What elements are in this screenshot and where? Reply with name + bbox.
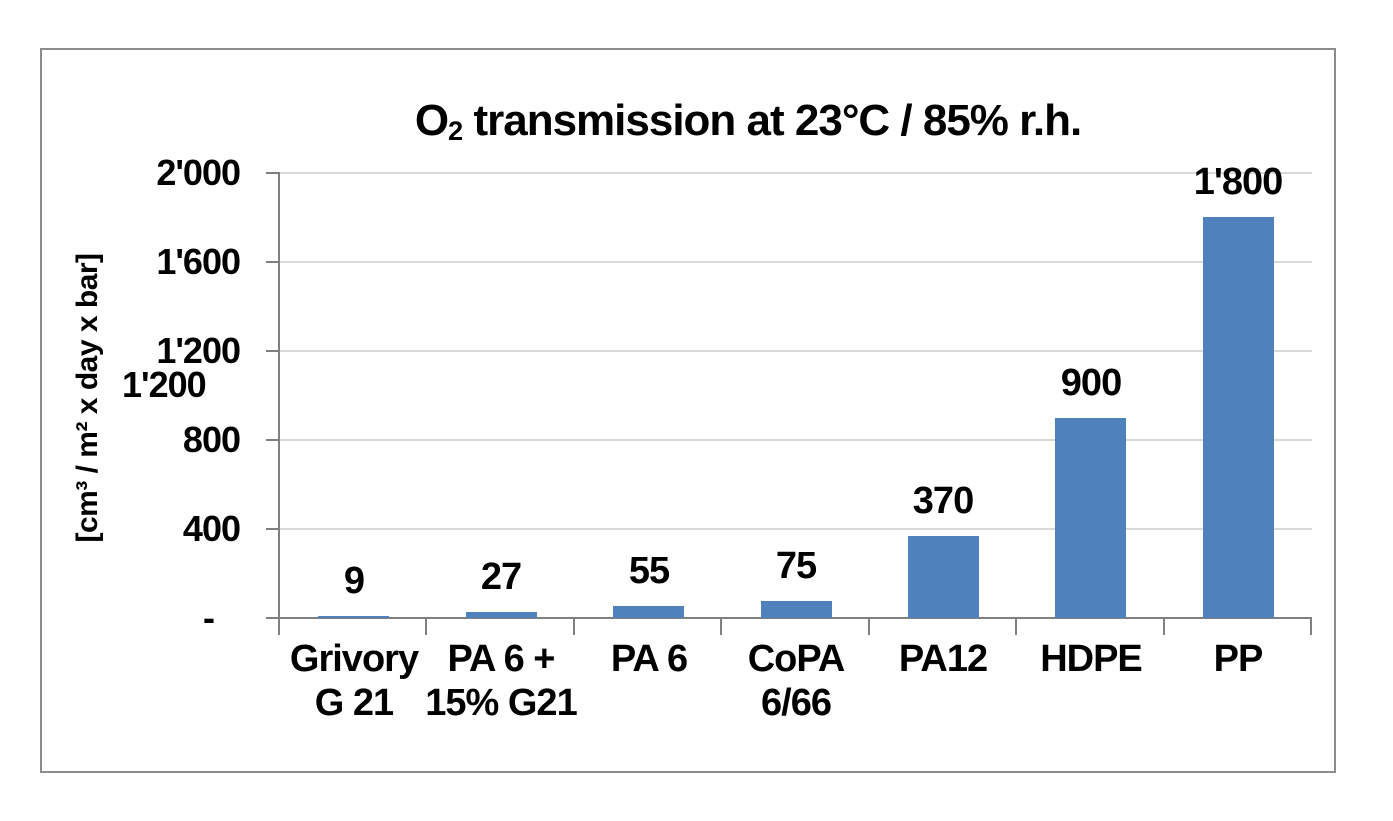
data-label: 9 xyxy=(343,560,365,602)
x-axis-tick xyxy=(425,617,427,635)
y-tick-label: 1'600 xyxy=(156,241,241,282)
x-axis-tick xyxy=(278,617,280,635)
bar-pa-6-15-g21 xyxy=(466,612,537,618)
gridline xyxy=(280,528,1312,530)
data-label: 1'800 xyxy=(1193,161,1284,203)
category-label: PP xyxy=(1213,638,1264,680)
y-tick-label: 2'000 xyxy=(156,152,241,193)
y-tick-label: 400 xyxy=(182,508,241,549)
y-axis-tick xyxy=(266,617,280,619)
chart-title: O2 transmission at 23°C / 85% r.h. xyxy=(160,96,1336,146)
x-axis-tick xyxy=(573,617,575,635)
bar-copa-6-66 xyxy=(761,601,832,618)
data-label: 27 xyxy=(480,556,522,598)
bar-pp xyxy=(1203,217,1274,618)
chart-title-prefix: O xyxy=(414,96,449,145)
y-axis-tick xyxy=(266,528,280,530)
gridline xyxy=(280,261,1312,263)
y-axis-title: [cm³ / m² x day x bar] xyxy=(71,253,104,543)
category-label: HDPE xyxy=(1040,638,1143,680)
y-axis-tick xyxy=(266,172,280,174)
y-axis-line xyxy=(278,172,280,635)
bar-pa-6 xyxy=(613,606,684,618)
duplicate-ytick-label: 1'200 xyxy=(122,364,207,405)
y-tick-label: 1'200 xyxy=(156,330,241,371)
bar-grivory-g-21 xyxy=(318,616,389,618)
category-label: PA 6 + 15% G21 xyxy=(425,638,577,724)
data-label: 75 xyxy=(775,545,817,587)
x-axis-tick xyxy=(1015,617,1017,635)
category-label: PA12 xyxy=(898,638,988,680)
x-axis-tick xyxy=(1310,617,1312,635)
data-label: 900 xyxy=(1060,362,1122,404)
category-label: CoPA 6/66 xyxy=(747,638,846,724)
gridline xyxy=(280,172,1312,174)
y-tick-label: - xyxy=(203,597,215,638)
data-label: 370 xyxy=(912,480,974,522)
chart-title-rest: transmission at 23°C / 85% r.h. xyxy=(462,96,1082,145)
category-label: PA 6 xyxy=(610,638,688,680)
x-axis-tick xyxy=(868,617,870,635)
chart-title-subscript: 2 xyxy=(448,114,463,146)
x-axis-tick xyxy=(720,617,722,635)
y-axis-tick xyxy=(266,439,280,441)
data-label: 55 xyxy=(628,550,670,592)
x-axis-tick xyxy=(1163,617,1165,635)
gridline xyxy=(280,350,1312,352)
y-axis-tick xyxy=(266,261,280,263)
x-axis-line xyxy=(278,617,1312,619)
bar-hdpe xyxy=(1055,418,1126,618)
y-axis-tick xyxy=(266,350,280,352)
chart-border xyxy=(40,48,1336,773)
gridline xyxy=(280,439,1312,441)
y-tick-label: 800 xyxy=(182,419,241,460)
bar-pa12 xyxy=(908,536,979,618)
category-label: Grivory G 21 xyxy=(289,638,419,724)
